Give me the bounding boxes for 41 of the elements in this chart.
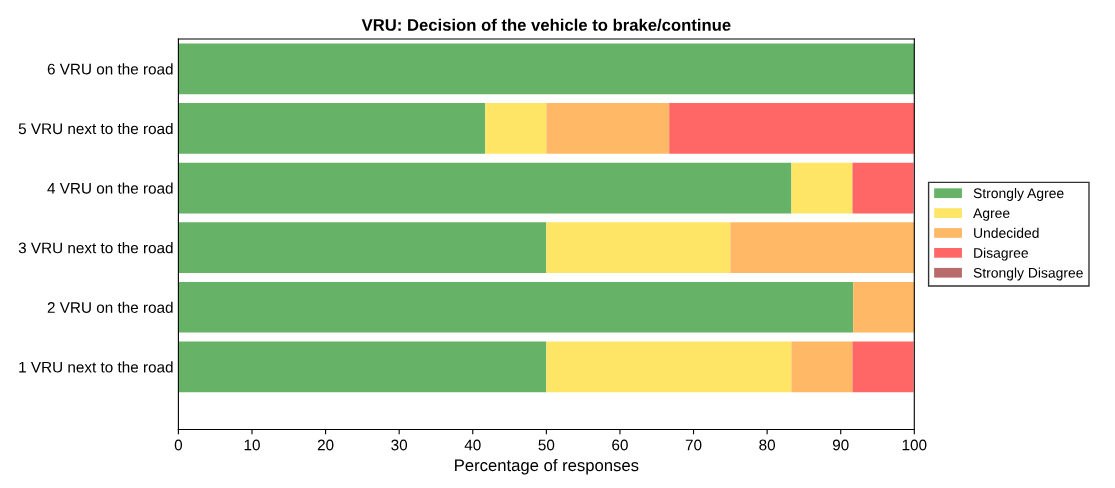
bar [546,222,731,273]
x-tick-label: 40 [464,439,481,451]
y-tick-label: 2 VRU on the road [47,301,173,313]
x-tick-label: 60 [612,439,628,451]
bar [730,222,915,273]
x-tick-label: 100 [902,439,927,451]
legend-label: Disagree [974,247,1029,261]
bar [546,341,792,393]
y-tick-label: 5 VRU next to the road [18,122,173,135]
bar [178,103,486,154]
bar [178,222,547,273]
bar [852,162,914,214]
bar [791,341,853,393]
legend-label: Strongly Agree [973,187,1064,201]
legend-label: Strongly Disagree [973,267,1083,281]
bar [178,341,547,393]
x-tick-label: 50 [538,439,555,451]
x-tick-label: 80 [759,439,776,451]
x-tick-label: 0 [174,439,183,451]
x-tick-label: 70 [685,439,702,451]
bar [546,103,670,154]
bar [669,103,915,154]
bar [791,162,853,214]
bar [178,43,915,95]
x-tick-label: 20 [317,439,334,451]
bar [852,341,914,393]
legend-label: Agree [973,208,1010,221]
y-tick-label: 6 VRU on the road [47,63,173,75]
bar [853,281,915,333]
y-tick-label: 4 VRU on the road [47,182,173,194]
y-tick-label: 3 VRU next to the road [18,242,173,254]
x-tick-label: 10 [244,439,260,451]
bar [178,281,854,333]
legend-label: Undecided [974,227,1039,238]
x-tick-label: 30 [391,439,408,451]
x-tick-label: 90 [832,439,849,451]
chart-title: VRU: Decision of the vehicle to brake/continue [361,18,731,32]
bar [485,103,547,154]
bar [178,162,792,214]
x-axis-title: Percentage of responses [455,458,639,475]
y-tick-label: 1 VRU next to the road [19,361,173,373]
